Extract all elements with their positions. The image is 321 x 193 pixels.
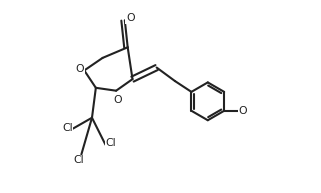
Text: O: O — [113, 95, 122, 105]
Text: O: O — [239, 106, 247, 116]
Text: Cl: Cl — [106, 138, 116, 148]
Text: Cl: Cl — [62, 123, 73, 133]
Text: O: O — [126, 13, 134, 23]
Text: O: O — [76, 64, 84, 74]
Text: Cl: Cl — [74, 155, 84, 165]
